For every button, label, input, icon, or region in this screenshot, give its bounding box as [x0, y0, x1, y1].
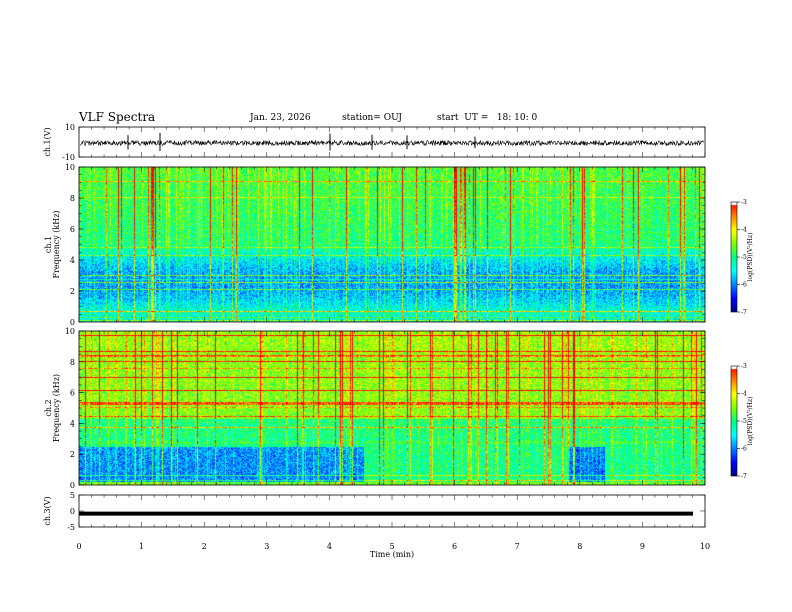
x-tick-label: 8	[577, 542, 582, 551]
spectrogram-ch1	[79, 167, 705, 322]
x-tick-label: 9	[640, 542, 645, 551]
colorbar-tick-label: -3	[741, 363, 747, 370]
colorbar-ch1	[731, 202, 737, 312]
y-tick-label: 5	[70, 491, 75, 500]
y-tick-label: 4	[70, 419, 75, 428]
y-axis-label: ch.2	[44, 399, 53, 416]
marks-layer: -3 -4 -5 -6 -7 log(PSD)(V²/Hz) -3 -4 -5 -6 -7 log(P…	[43, 123, 754, 559]
x-tick-label: 3	[264, 542, 269, 551]
y-tick-label: -10	[62, 153, 75, 162]
y-axis-label: ch.1(V)	[43, 127, 52, 156]
station-label: station= OUJ	[342, 113, 403, 123]
spectrogram-ch2	[79, 331, 705, 485]
x-tick-label: 4	[327, 542, 332, 551]
y-axis-label: ch.3(V)	[43, 496, 52, 525]
start-time-label: start UT = 18: 10: 0	[437, 113, 538, 123]
colorbar-tick-label: -4	[741, 391, 747, 398]
y-axis-label: ch.1	[44, 236, 53, 253]
y-tick-label: 8	[70, 358, 75, 367]
y-tick-label: 4	[70, 256, 75, 265]
ch1-trace	[79, 139, 704, 147]
date-label: Jan. 23, 2026	[250, 113, 311, 123]
y-tick-label: 0	[70, 481, 75, 490]
y-tick-label: 2	[70, 450, 75, 459]
image-layer	[79, 167, 737, 485]
colorbar-tick-label: -3	[741, 199, 747, 206]
colorbar-tick-label: -4	[741, 227, 747, 234]
y-tick-label: 10	[65, 327, 75, 336]
y-tick-label: 0	[70, 507, 75, 516]
x-tick-label: 6	[452, 542, 457, 551]
y-axis-label: Frequency (kHz)	[52, 374, 61, 442]
y-tick-label: 6	[70, 225, 75, 234]
colorbar-label: log(PSD)(V²/Hz)	[747, 233, 754, 282]
x-tick-label: 0	[76, 542, 81, 551]
colorbar-tick-label: -5	[741, 254, 747, 261]
colorbar-tick-label: -6	[741, 282, 747, 289]
x-tick-label: 7	[515, 542, 520, 551]
y-axis-label: Frequency (kHz)	[52, 210, 61, 278]
colorbar-tick-label: -7	[741, 309, 747, 316]
x-tick-label: 5	[389, 542, 394, 551]
colorbar-tick-label: -5	[741, 418, 747, 425]
y-tick-label: 8	[70, 194, 75, 203]
x-tick-label: 1	[139, 542, 144, 551]
colorbar-tick-label: -6	[741, 446, 747, 453]
y-tick-label: -5	[67, 523, 75, 532]
colorbar-ch2	[731, 366, 737, 476]
figure-title: VLF Spectra	[79, 110, 156, 124]
colorbar-tick-label: -7	[741, 473, 747, 480]
y-tick-label: 2	[70, 287, 75, 296]
y-tick-label: 10	[65, 123, 75, 132]
y-tick-label: 0	[70, 318, 75, 327]
x-tick-label: 2	[202, 542, 207, 551]
x-tick-label: 10	[700, 542, 710, 551]
y-tick-label: 10	[65, 163, 75, 172]
x-axis-label: Time (min)	[370, 550, 414, 559]
colorbar-label: log(PSD)(V²/Hz)	[747, 397, 754, 446]
y-tick-label: 6	[70, 389, 75, 398]
